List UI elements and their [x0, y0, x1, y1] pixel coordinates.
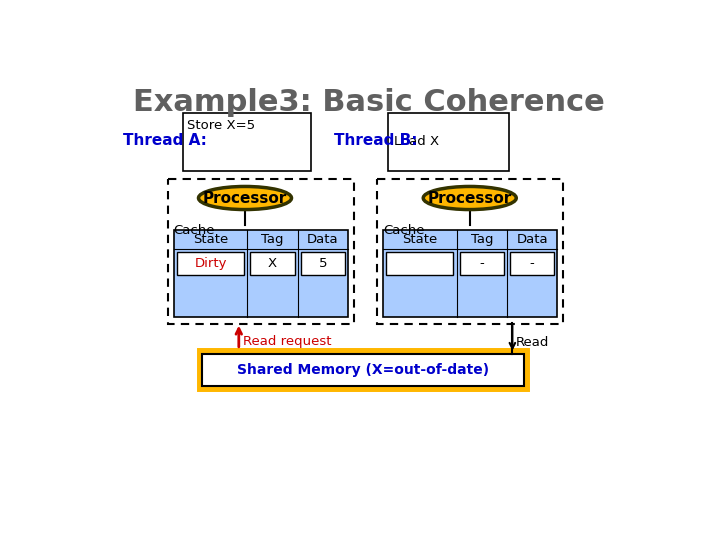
Bar: [202, 354, 524, 386]
Text: Thread A:: Thread A:: [122, 133, 207, 148]
Text: X: X: [268, 257, 277, 270]
Text: Processor: Processor: [428, 191, 512, 206]
Bar: [388, 113, 508, 171]
Bar: [301, 252, 345, 275]
Bar: [377, 179, 563, 323]
Bar: [386, 252, 454, 275]
Bar: [251, 252, 294, 275]
Bar: [459, 252, 504, 275]
Bar: [383, 231, 557, 316]
Text: Data: Data: [516, 233, 548, 246]
Text: 5: 5: [319, 257, 327, 270]
Text: State: State: [402, 233, 437, 246]
Text: Read request: Read request: [243, 335, 331, 348]
Text: Cache: Cache: [174, 224, 215, 237]
Text: Read: Read: [516, 335, 549, 348]
Text: Store X=5: Store X=5: [187, 119, 255, 132]
Ellipse shape: [423, 186, 516, 210]
Text: Load X: Load X: [394, 136, 439, 148]
Text: -: -: [480, 257, 484, 270]
Bar: [174, 231, 348, 316]
Bar: [200, 351, 526, 388]
Bar: [168, 179, 354, 323]
Text: Tag: Tag: [470, 233, 493, 246]
Text: Data: Data: [307, 233, 338, 246]
Text: Thread B:: Thread B:: [334, 133, 418, 148]
Text: State: State: [193, 233, 228, 246]
Bar: [183, 113, 311, 171]
Ellipse shape: [199, 186, 292, 210]
Text: Cache: Cache: [383, 224, 425, 237]
Text: Dirty: Dirty: [194, 257, 227, 270]
Text: Example3: Basic Coherence: Example3: Basic Coherence: [133, 88, 605, 117]
Text: Tag: Tag: [261, 233, 284, 246]
Bar: [510, 252, 554, 275]
Text: -: -: [530, 257, 534, 270]
Text: Processor: Processor: [203, 191, 287, 206]
Text: Shared Memory (X=out-of-date): Shared Memory (X=out-of-date): [237, 363, 489, 377]
Bar: [177, 252, 244, 275]
